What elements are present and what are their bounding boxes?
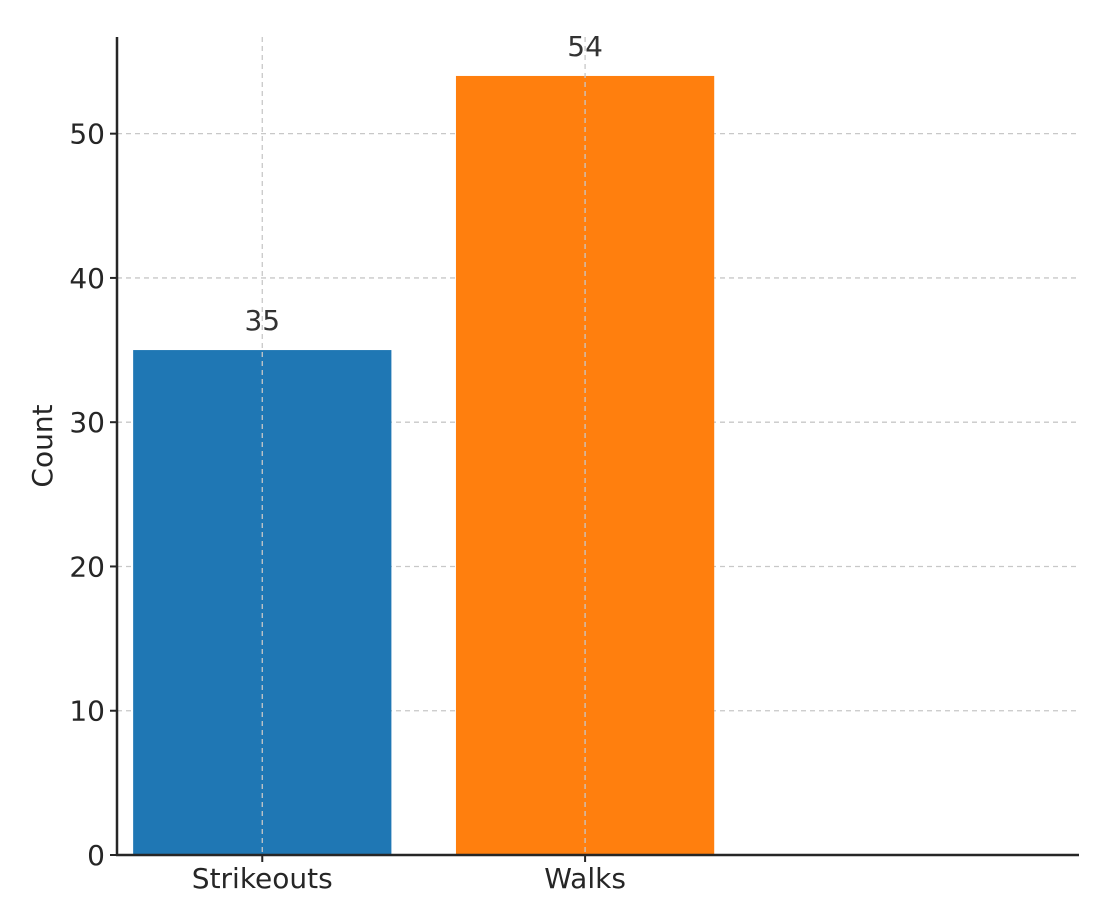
- y-axis-title: Count: [26, 404, 59, 487]
- axes: [115, 37, 1079, 857]
- x-ticks: Strikeouts Walks: [192, 855, 626, 895]
- y-tick-label-10: 10: [69, 695, 105, 728]
- y-tick-label-20: 20: [69, 550, 105, 583]
- y-tick-label-40: 40: [69, 262, 105, 295]
- data-label-strikeouts: 35: [244, 304, 280, 337]
- x-tick-label-strikeouts: Strikeouts: [192, 862, 333, 895]
- bars: [133, 75, 715, 855]
- y-tick-label-50: 50: [69, 118, 105, 151]
- vertical-grid: [261, 37, 586, 855]
- y-tick-label-30: 30: [69, 406, 105, 439]
- x-tick-label-walks: Walks: [544, 862, 626, 895]
- data-label-walks: 54: [567, 30, 603, 63]
- y-tick-label-0: 0: [87, 839, 105, 872]
- y-ticks: 0 10 20 30 40 50: [69, 118, 117, 872]
- data-labels: 35 54: [244, 30, 602, 337]
